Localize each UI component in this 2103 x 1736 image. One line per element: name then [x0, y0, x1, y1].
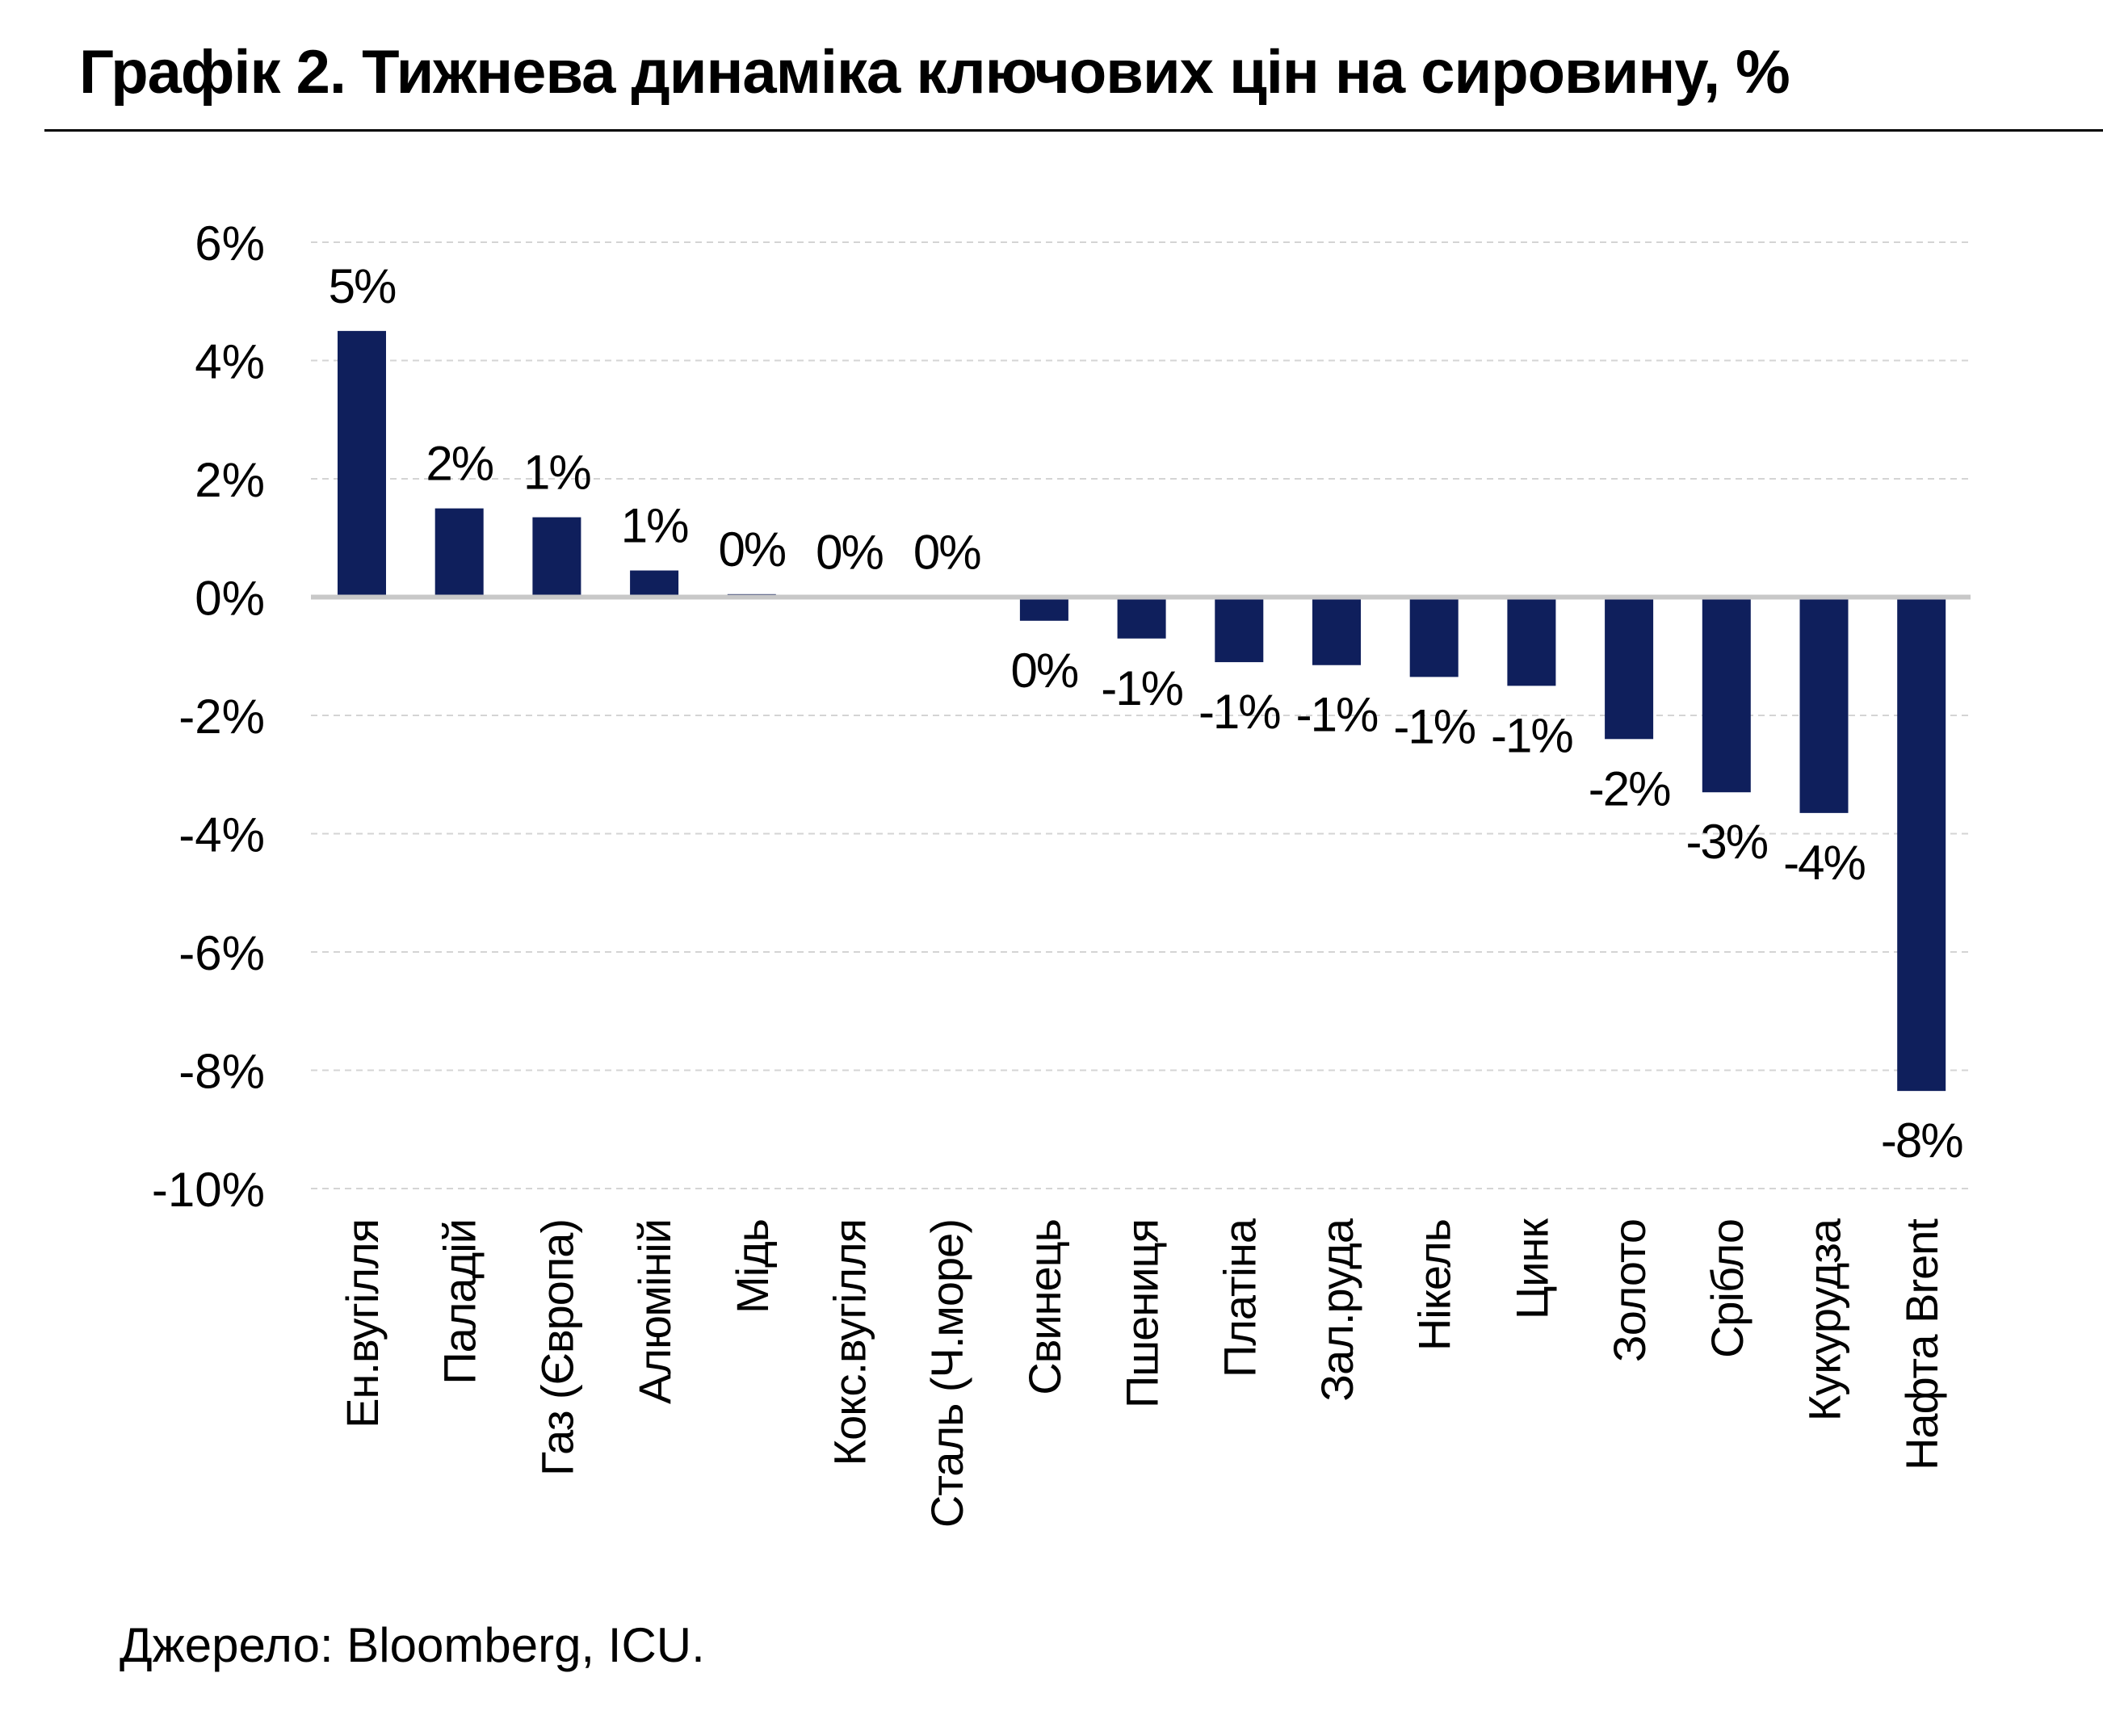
y-tick-label: -8% — [178, 1045, 265, 1099]
x-tick-label: Срібло — [1702, 1219, 1752, 1358]
x-tick-label: Мідь — [727, 1219, 778, 1314]
bar — [1409, 597, 1459, 677]
y-tick-label: 6% — [195, 216, 265, 270]
x-tick-label: Кукурудза — [1799, 1218, 1850, 1421]
data-label: -1% — [1101, 661, 1182, 715]
bar — [1215, 597, 1264, 663]
data-label: 5% — [329, 259, 396, 313]
x-tick-label: Алюміній — [629, 1219, 680, 1404]
bar — [1702, 597, 1751, 793]
bar — [1117, 597, 1166, 639]
bar — [1799, 597, 1849, 813]
gridlines — [311, 241, 1971, 1189]
data-label: -1% — [1296, 688, 1378, 742]
x-tick-label: Нікель — [1409, 1219, 1460, 1351]
data-label: -1% — [1198, 685, 1280, 739]
bar-chart: 6% 4% 2% 0% -2% -4% -6% -8% -10% 5% 2% 1% 1% 0% 0% 0% 0… — [152, 216, 1971, 1528]
y-tick-label: 0% — [195, 572, 265, 626]
y-tick-label: 4% — [195, 335, 265, 389]
x-tick-label: Золото — [1604, 1219, 1655, 1362]
data-label: 0% — [913, 526, 980, 580]
bar — [1507, 597, 1556, 686]
data-label: -1% — [1393, 699, 1475, 753]
y-axis-tick-labels: 6% 4% 2% 0% -2% -4% -6% -8% -10% — [152, 216, 265, 1217]
x-tick-label: Ен.вугілля — [337, 1219, 388, 1428]
y-tick-label: -4% — [178, 808, 265, 862]
bar — [1897, 597, 1946, 1092]
data-label: -1% — [1491, 708, 1572, 762]
x-tick-label: Свинець — [1019, 1219, 1070, 1395]
bar — [1019, 597, 1068, 621]
x-axis-category-labels: Ен.вугілля Паладій Газ (Європа) Алюміній Мід… — [337, 1218, 1947, 1528]
x-tick-label: Зал.руда — [1312, 1218, 1362, 1402]
source-note: Джерело: Bloomberg, ICU. — [120, 1618, 705, 1672]
y-tick-label: -6% — [178, 926, 265, 980]
x-tick-label: Нафта Brent — [1896, 1218, 1947, 1470]
y-tick-label: 2% — [195, 453, 265, 507]
x-tick-label: Газ (Європа) — [531, 1219, 582, 1476]
x-tick-label: Цинк — [1506, 1218, 1557, 1320]
bar — [1605, 597, 1654, 740]
data-label: -3% — [1685, 815, 1767, 869]
data-label: 0% — [1011, 644, 1078, 698]
title-divider — [44, 129, 2103, 132]
x-tick-label: Платіна — [1214, 1218, 1265, 1377]
data-label: 0% — [718, 522, 785, 577]
bars — [338, 330, 1946, 1092]
data-label: 1% — [523, 446, 590, 500]
bar — [338, 330, 386, 598]
data-label: 1% — [621, 499, 688, 553]
y-tick-label: -10% — [152, 1163, 265, 1217]
x-tick-label: Пшениця — [1117, 1219, 1168, 1408]
data-label: -4% — [1783, 836, 1865, 890]
data-labels: 5% 2% 1% 1% 0% 0% 0% 0% -1% -1% -1% -1% -1% -2% -3% -4%… — [329, 259, 1965, 1168]
y-tick-label: -2% — [178, 690, 265, 744]
data-label: -8% — [1881, 1113, 1962, 1168]
chart-title: Графік 2. Тижнева динаміка ключових цін … — [79, 38, 1790, 107]
data-label: -2% — [1589, 761, 1670, 816]
bar — [630, 570, 679, 598]
x-tick-label: Сталь (Ч.море) — [921, 1219, 972, 1528]
bar — [532, 517, 581, 598]
x-tick-label: Кокс.вугілля — [825, 1219, 875, 1466]
bar — [434, 508, 484, 598]
data-label: 2% — [426, 437, 493, 491]
x-tick-label: Паладій — [434, 1219, 485, 1385]
bar — [1312, 597, 1361, 665]
data-label: 0% — [816, 526, 883, 580]
